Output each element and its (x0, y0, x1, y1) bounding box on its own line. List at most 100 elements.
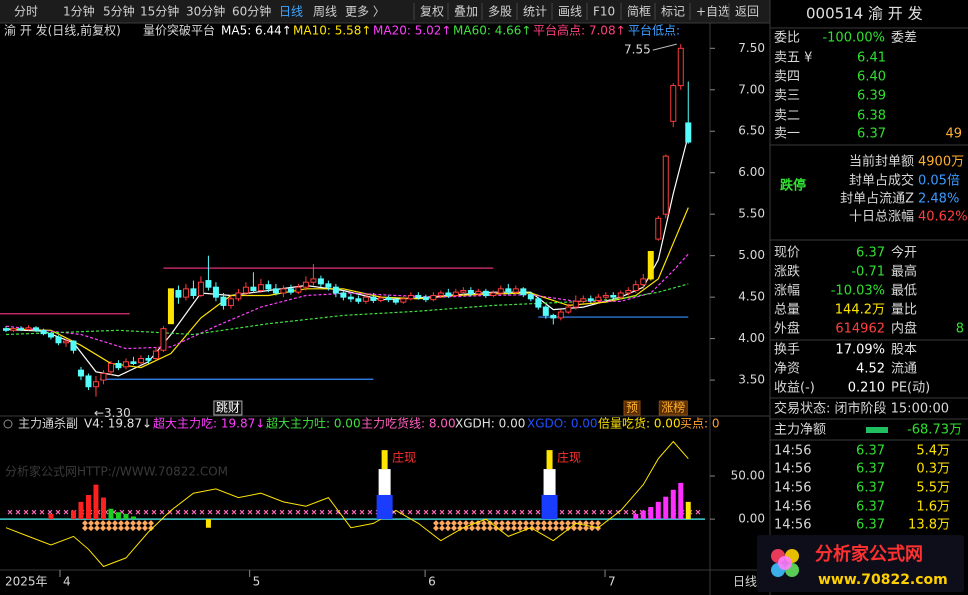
period-tab[interactable]: 1分钟 (63, 4, 95, 19)
signal-diamond (541, 525, 547, 532)
indicator-bar (670, 489, 676, 520)
tool-button[interactable]: 标记 (661, 5, 685, 19)
x-tick-label: 7 (608, 575, 616, 589)
stat-label: 现价 (774, 246, 800, 261)
signal-diamond (487, 525, 493, 532)
indicator-header: 超大主力吐: 0.00 (266, 416, 361, 431)
signal-cross (295, 509, 301, 515)
period-tab[interactable]: 5分钟 (103, 4, 135, 19)
indicator-bar (70, 510, 76, 520)
signal-diamond (88, 525, 94, 532)
finance-label: 流通 (891, 362, 917, 377)
signal-cross (127, 509, 133, 515)
candle-body (250, 286, 257, 292)
main-net-label: 主力净额 (774, 423, 826, 438)
candle-body (235, 292, 242, 300)
tool-button[interactable]: 统计 (523, 5, 547, 19)
signal-cross (471, 509, 477, 515)
signal-cross (55, 509, 61, 515)
seal-label: 封单占流通Z (840, 192, 914, 207)
signal-cross (559, 509, 565, 515)
period-tab[interactable]: 30分钟 (186, 4, 225, 19)
tool-button[interactable]: F10 (593, 5, 615, 19)
signal-cross (407, 509, 413, 515)
signal-diamond (577, 525, 583, 532)
indicator-header: 买点: 0 (680, 417, 720, 431)
signal-cross (431, 509, 437, 515)
signal-diamond (541, 520, 547, 527)
tool-button[interactable]: 复权 (420, 5, 444, 19)
signal-diamond (481, 520, 487, 527)
signal-diamond (469, 525, 475, 532)
candle-body (572, 300, 579, 308)
signal-cross (479, 509, 485, 515)
period-tab[interactable]: 日线 (279, 5, 303, 19)
stat-label: 量比 (891, 303, 917, 318)
seal-value: 40.62% (918, 210, 968, 225)
signal-cross (575, 509, 581, 515)
period-tab[interactable]: 更多 〉 (345, 5, 385, 19)
signal-diamond (433, 525, 439, 532)
signal-label: 跳财 (216, 401, 240, 415)
candle-body (677, 47, 684, 87)
candle-body (370, 296, 377, 301)
indicator-bar (663, 496, 669, 520)
signal-cross (503, 509, 509, 515)
candle-body (520, 288, 527, 296)
chart-title: 渝 开 发(日线,前复权) (4, 23, 121, 38)
indicator-header: 倍量吃货: 0.00 (598, 416, 681, 431)
stack-segment (381, 450, 388, 470)
annotation-arrow (652, 43, 677, 51)
indicator-bar (115, 512, 121, 520)
candle-body (617, 292, 624, 298)
toolbar (0, 0, 770, 23)
logo-url: www.70822.com (818, 572, 948, 588)
finance-label: PE(动) (891, 381, 930, 396)
indicator-bar (678, 482, 684, 520)
candle-body (115, 363, 122, 369)
y-tick-label: 7.50 (738, 41, 765, 55)
legend-entry: MA5: 6.44↑ (221, 24, 292, 38)
tool-button[interactable]: 多股 (488, 5, 512, 19)
signal-diamond (106, 525, 112, 532)
candle-body (32, 327, 39, 331)
signal-diamond (142, 520, 148, 527)
signal-cross (247, 509, 253, 515)
candle-body (482, 290, 489, 296)
period-tab[interactable]: 60分钟 (232, 4, 271, 19)
period-tab[interactable]: 分时 (14, 5, 38, 19)
candle-body (47, 333, 54, 338)
tool-button[interactable]: 画线 (558, 5, 582, 19)
candle-body (362, 296, 369, 302)
tool-button[interactable]: 返回 (735, 5, 759, 19)
stat-label: 今开 (891, 245, 917, 261)
signal-cross (175, 509, 181, 515)
ask-label: 卖五 ¥ (774, 51, 812, 66)
signal-label: 预 (626, 401, 638, 415)
y-tick-label: 3.50 (738, 373, 765, 387)
signal-diamond (499, 520, 505, 527)
ask-price: 6.40 (857, 70, 886, 85)
signal-diamond (565, 520, 571, 527)
tool-button[interactable]: 叠加 (454, 5, 478, 19)
stat-label: 内盘 (891, 321, 917, 337)
stat-value: 614962 (835, 322, 885, 337)
period-tab[interactable]: 周线 (313, 5, 337, 19)
indicator-bar (205, 519, 211, 528)
signal-cross (519, 509, 525, 515)
candle-body (10, 328, 17, 331)
signal-diamond (439, 525, 445, 532)
candle-body (77, 369, 84, 377)
logo-petal (778, 556, 792, 570)
seal-value: 0.05倍 (918, 174, 960, 189)
tool-button[interactable]: +自选 (696, 5, 730, 19)
candle-body (595, 296, 602, 301)
signal-cross (583, 509, 589, 515)
tool-button[interactable]: 简框 (627, 5, 651, 19)
signal-cross (271, 509, 277, 515)
seal-label: 十日总涨幅 (849, 210, 914, 225)
period-tab[interactable]: 15分钟 (140, 4, 179, 19)
candle-body (505, 288, 512, 293)
signal-diamond (82, 525, 88, 532)
